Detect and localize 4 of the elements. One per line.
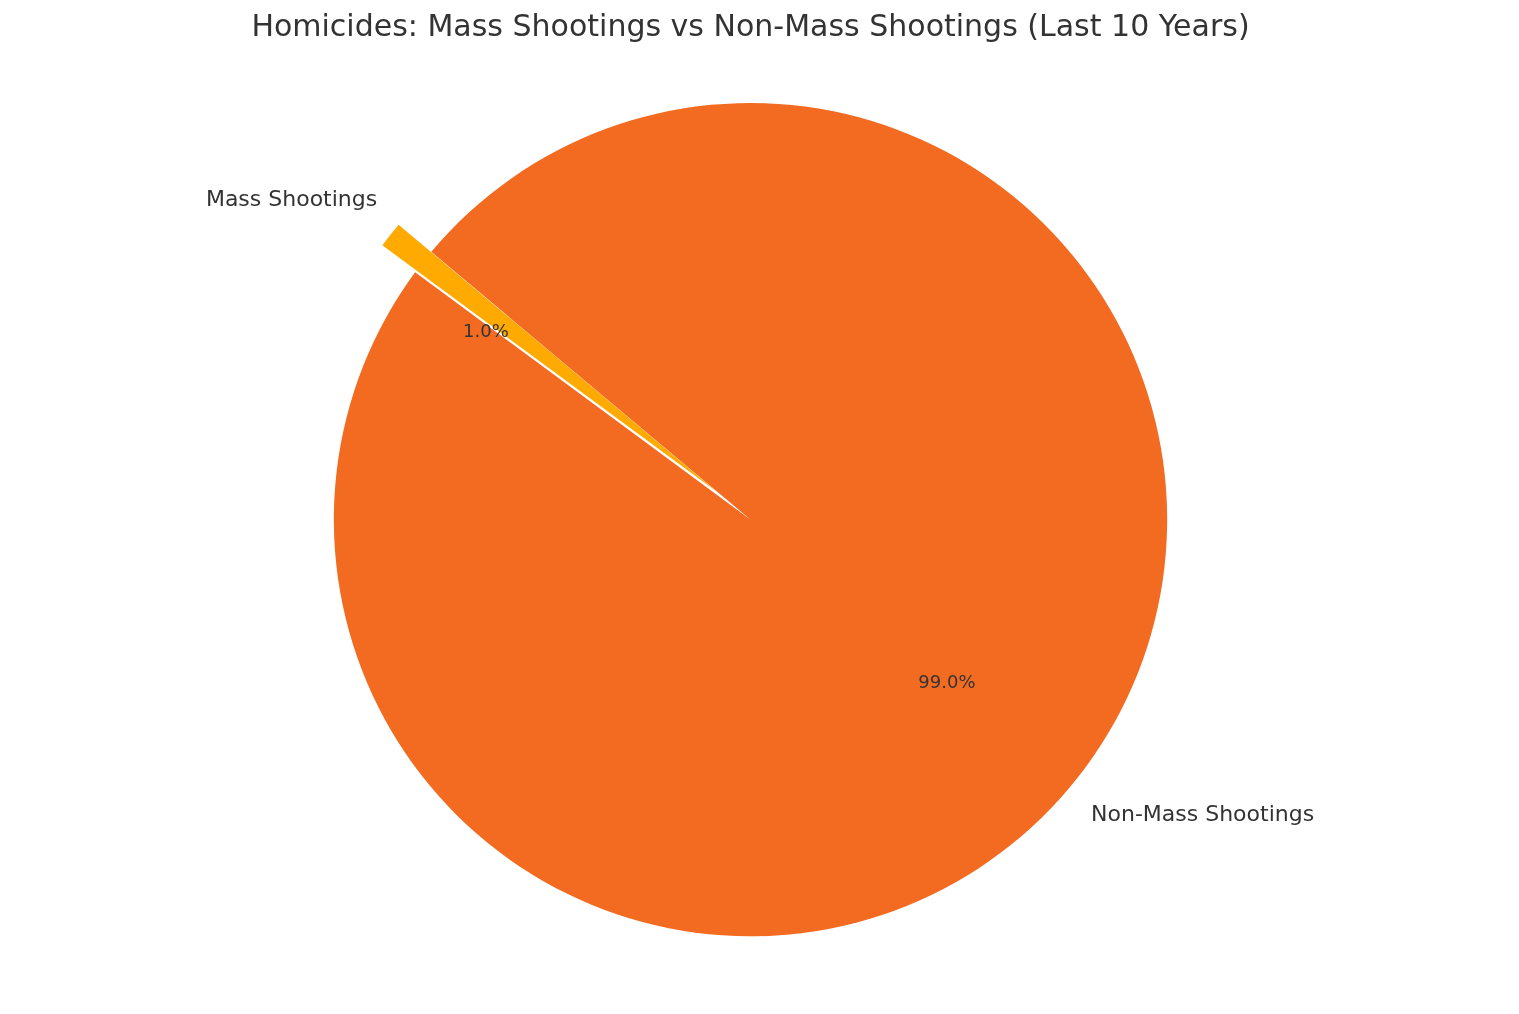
chart-title: Homicides: Mass Shootings vs Non-Mass Shootings (Last 10 Years) [251,7,1250,43]
slice-label: Mass Shootings [205,186,378,212]
slice-label: Non-Mass Shootings [1091,800,1315,826]
data-label: 99.0% [918,671,976,693]
